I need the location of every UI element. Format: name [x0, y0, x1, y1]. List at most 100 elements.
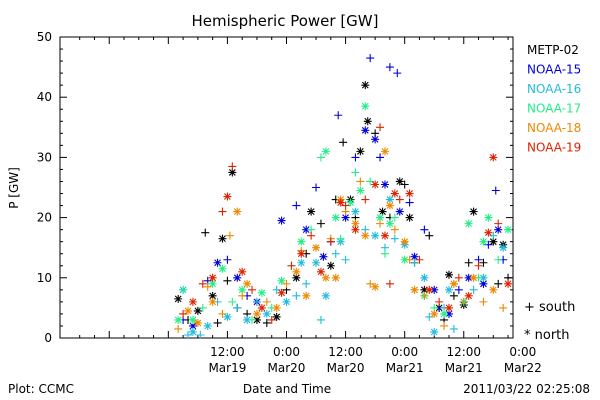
- north-marker: [371, 135, 380, 144]
- south-marker: [233, 303, 242, 312]
- north-marker: [252, 309, 261, 318]
- north-marker: [218, 234, 227, 243]
- south-marker: [351, 168, 360, 177]
- north-marker: [292, 273, 301, 282]
- north-marker: [297, 237, 306, 246]
- south-marker: [420, 225, 429, 234]
- south-marker: [415, 255, 424, 264]
- south-marker: [390, 234, 399, 243]
- x-tick-date-label: Mar20: [327, 361, 365, 375]
- south-marker: [292, 201, 301, 210]
- north-marker: [484, 228, 493, 237]
- y-tick-label: 20: [37, 211, 52, 225]
- north-marker: [351, 225, 360, 234]
- south-marker: [223, 276, 232, 285]
- north-marker: [371, 180, 380, 189]
- north-marker: [277, 276, 286, 285]
- south-marker: [326, 237, 335, 246]
- south-marker: [316, 219, 325, 228]
- south-marker: [213, 318, 222, 327]
- north-marker: [356, 186, 365, 195]
- north-marker: [400, 255, 409, 264]
- north-marker: [464, 291, 473, 300]
- north-marker: [380, 147, 389, 156]
- north-marker: [184, 306, 193, 315]
- south-marker: [351, 153, 360, 162]
- south-marker: [179, 285, 188, 294]
- north-marker: [430, 309, 439, 318]
- south-marker: [252, 297, 261, 306]
- south-marker: [385, 279, 394, 288]
- south-marker: [223, 255, 232, 264]
- north-marker: [297, 249, 306, 258]
- north-marker: [420, 273, 429, 282]
- north-marker: [380, 231, 389, 240]
- north-marker: [272, 303, 281, 312]
- south-marker: [479, 258, 488, 267]
- south-marker: [494, 255, 503, 264]
- north-marker: [302, 225, 311, 234]
- north-marker: [277, 216, 286, 225]
- chart-title: Hemispheric Power [GW]: [192, 12, 379, 30]
- north-marker: [395, 207, 404, 216]
- south-marker: [459, 297, 468, 306]
- north-marker: [218, 264, 227, 273]
- south-marker: [282, 279, 291, 288]
- north-marker: [326, 261, 335, 270]
- south-marker: [405, 198, 414, 207]
- north-marker: [361, 102, 370, 111]
- south-marker: [341, 201, 350, 210]
- north-marker: [341, 213, 350, 222]
- north-marker: [243, 315, 252, 324]
- south-marker: [238, 291, 247, 300]
- north-marker: [420, 285, 429, 294]
- north-marker: [351, 219, 360, 228]
- north-marker: [361, 231, 370, 240]
- north-marker: [363, 117, 372, 126]
- south-marker: [316, 153, 325, 162]
- north-marker: [479, 237, 488, 246]
- north-marker: [395, 177, 404, 186]
- north-marker: [272, 312, 281, 321]
- south-marker: [474, 261, 483, 270]
- north-marker: [430, 285, 439, 294]
- south-marker: [491, 186, 500, 195]
- north-marker: [444, 285, 453, 294]
- legend: METP-02 NOAA-15 NOAA-16 NOAA-17 NOAA-18 NOAA-…: [527, 43, 581, 155]
- north-marker: [331, 213, 340, 222]
- north-marker: [321, 291, 330, 300]
- south-marker: [248, 315, 257, 324]
- south-marker: [376, 153, 385, 162]
- south-marker: [435, 297, 444, 306]
- north-marker: [208, 297, 217, 306]
- y-axis-label: P [GW]: [7, 167, 21, 209]
- x-tick-date-label: Mar19: [208, 361, 246, 375]
- legend-entry: NOAA-16: [527, 82, 581, 96]
- x-tick-date-label: Mar20: [268, 361, 306, 375]
- north-marker: [188, 297, 197, 306]
- north-marker: [504, 225, 513, 234]
- plot-credit: Plot: CCMC: [8, 382, 74, 396]
- x-axis-label: Date and Time: [243, 382, 331, 396]
- south-marker: [425, 231, 434, 240]
- south-marker: [469, 285, 478, 294]
- north-marker: [410, 252, 419, 261]
- south-marker: [499, 303, 508, 312]
- x-tick-label: 0:00: [273, 345, 300, 359]
- north-marker: [464, 219, 473, 228]
- north-marker: [331, 273, 340, 282]
- south-marker: [454, 285, 463, 294]
- south-marker: [393, 69, 402, 78]
- south-marker: [449, 291, 458, 300]
- north-marker: [312, 243, 321, 252]
- north-marker: [188, 327, 197, 336]
- north-marker: [361, 126, 370, 135]
- south-marker: [198, 279, 207, 288]
- north-marker: [292, 267, 301, 276]
- south-marker: [307, 231, 316, 240]
- north-marker: [233, 273, 242, 282]
- south-marker: [336, 234, 345, 243]
- south-marker: [262, 318, 271, 327]
- north-marker: [188, 315, 197, 324]
- north-marker: [193, 306, 202, 315]
